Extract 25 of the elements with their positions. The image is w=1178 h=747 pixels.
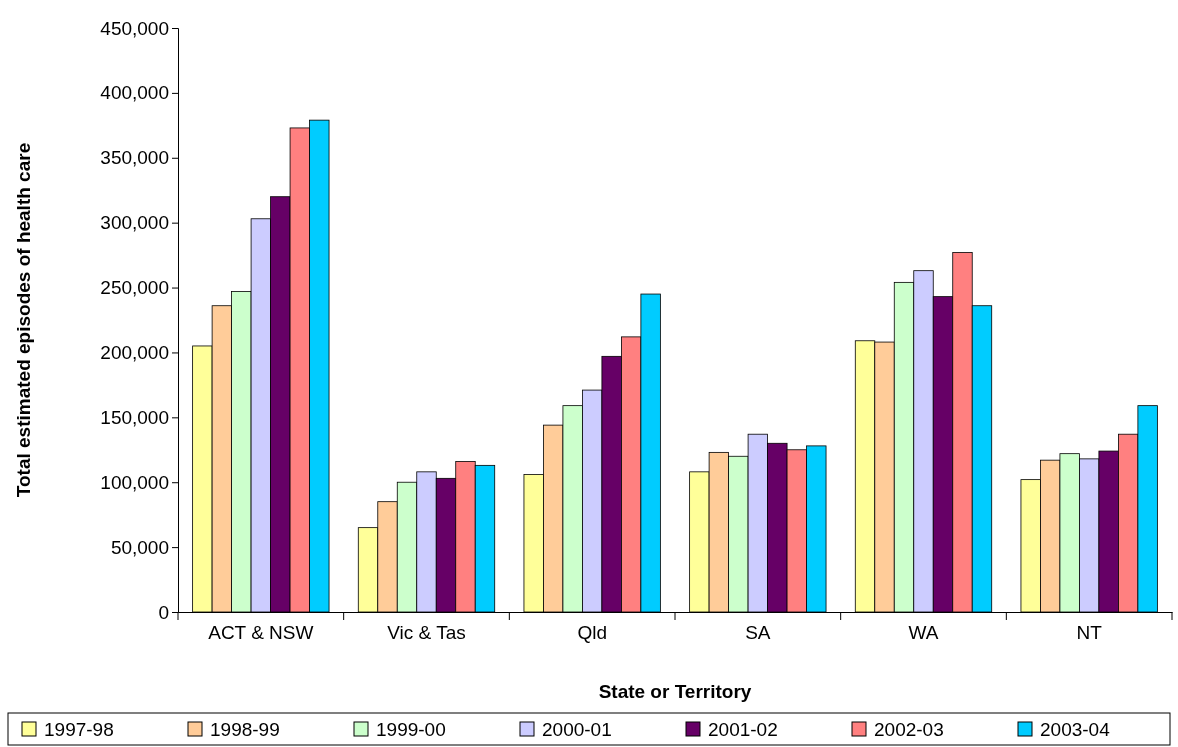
- y-tick-label: 350,000: [100, 147, 169, 169]
- legend-label: 2000-01: [542, 719, 612, 740]
- legend-label: 2003-04: [1040, 719, 1111, 740]
- legend-label: 2002-03: [874, 719, 944, 740]
- x-tick-label: Qld: [577, 622, 607, 644]
- x-axis-title: State or Territory: [598, 681, 752, 702]
- legend-label: 2001-02: [708, 719, 778, 740]
- legend-label: 1998-99: [210, 719, 280, 740]
- x-tick-label: SA: [745, 622, 771, 644]
- x-tick-label: Vic & Tas: [387, 622, 466, 644]
- legend-label: 1999-00: [376, 719, 446, 740]
- y-tick-label: 0: [158, 601, 169, 623]
- x-tick-label: ACT & NSW: [208, 622, 314, 644]
- x-tick-label: WA: [908, 622, 939, 644]
- y-tick-label: 100,000: [100, 471, 169, 493]
- y-tick-label: 50,000: [110, 536, 169, 558]
- x-tick-label: NT: [1076, 622, 1103, 644]
- y-tick-label: 300,000: [100, 212, 169, 234]
- legend-label: 1997-98: [44, 719, 114, 740]
- y-tick-label: 250,000: [100, 277, 169, 299]
- y-tick-label: 400,000: [100, 82, 169, 104]
- y-tick-label: 150,000: [100, 406, 169, 428]
- y-tick-label: 450,000: [100, 17, 169, 39]
- y-tick-label: 200,000: [100, 342, 169, 364]
- y-axis-title: Total estimated episodes of health care: [13, 142, 34, 498]
